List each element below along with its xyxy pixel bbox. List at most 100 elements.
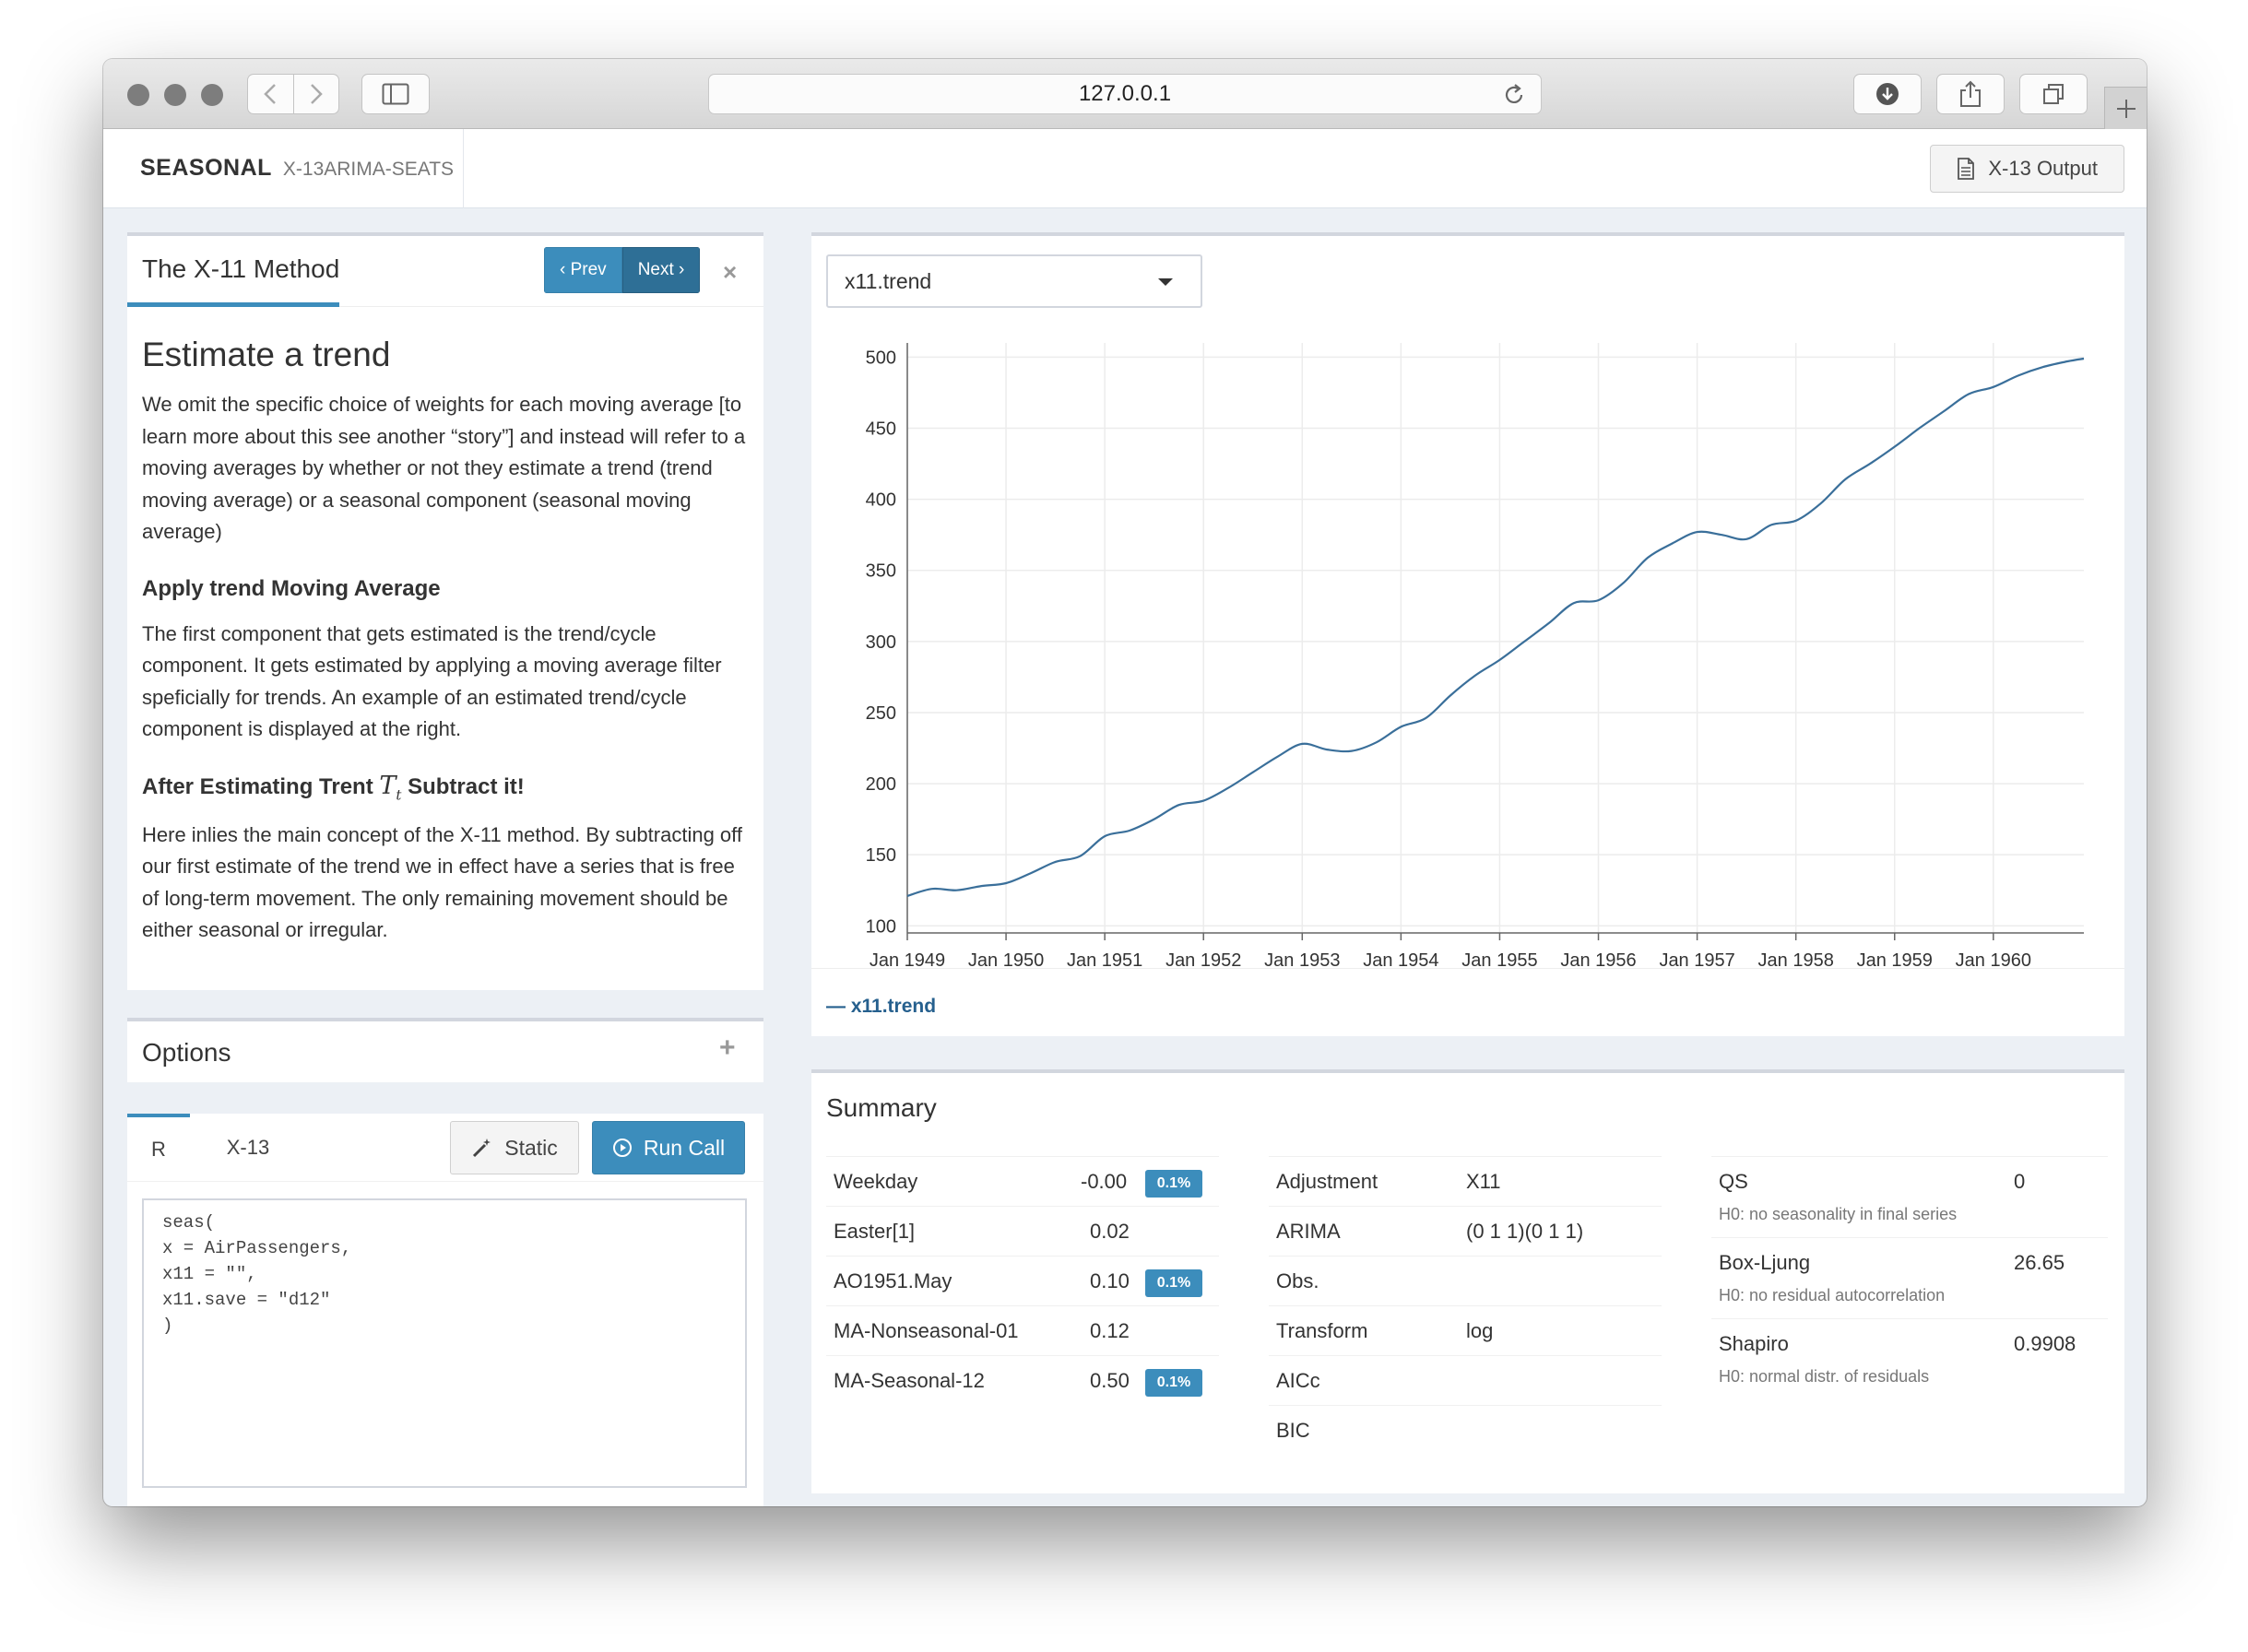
table-row: Box-Ljung 26.65 H0: no residual autocorr… bbox=[1711, 1237, 2108, 1318]
trend-math-subscript: t bbox=[396, 785, 402, 803]
prev-button[interactable]: ‹ Prev bbox=[544, 247, 622, 293]
chart-box: x11.trend 100 150 200 250 300 350 400 450 500 Ja… bbox=[811, 232, 2124, 1036]
model-label: ARIMA bbox=[1276, 1220, 1341, 1243]
test-label: QS bbox=[1719, 1170, 1748, 1193]
x-tick-label: Jan 1951 bbox=[1067, 950, 1142, 970]
test-note: H0: no seasonality in final series bbox=[1719, 1205, 1958, 1223]
story-heading: Estimate a trend bbox=[142, 336, 391, 373]
back-icon[interactable] bbox=[248, 75, 293, 113]
y-tick-label: 500 bbox=[866, 348, 896, 368]
table-row: Adjustment X11 bbox=[1269, 1156, 1662, 1206]
test-label: Shapiro bbox=[1719, 1332, 1789, 1355]
close-window-button[interactable] bbox=[127, 84, 149, 106]
options-title: Options bbox=[142, 1038, 231, 1067]
run-call-button[interactable]: Run Call bbox=[592, 1121, 745, 1174]
expand-icon[interactable]: + bbox=[719, 1032, 736, 1063]
y-tick-labels: 100 150 200 250 300 350 400 450 500 bbox=[866, 348, 896, 937]
app-header: SEASONAL X-13ARIMA-SEATS X-13 Output bbox=[103, 129, 2147, 208]
table-row: MA-Seasonal-12 0.50 0.1% bbox=[826, 1355, 1219, 1405]
tab-r[interactable]: R bbox=[127, 1114, 190, 1182]
summary-title: Summary bbox=[826, 1093, 937, 1122]
story-pager: ‹ Prev Next › bbox=[544, 247, 701, 293]
summary-box: Summary Weekday -0.00 0.1% Easter[1] 0.0… bbox=[811, 1069, 2124, 1493]
story-paragraph-3: Here inlies the main concept of the X-11… bbox=[142, 822, 742, 942]
call-tabs: R X-13 Static Run Call bbox=[127, 1114, 763, 1182]
minimize-window-button[interactable] bbox=[164, 84, 186, 106]
coef-value: -0.00 bbox=[1081, 1170, 1128, 1193]
chart-axes bbox=[906, 343, 2084, 940]
legend-rule bbox=[811, 968, 2124, 969]
coefficients-table: Weekday -0.00 0.1% Easter[1] 0.02 AO1951… bbox=[826, 1156, 1219, 1405]
coef-label: MA-Seasonal-12 bbox=[834, 1369, 985, 1392]
chart-grid bbox=[906, 343, 2084, 933]
tests-table: QS 0 H0: no seasonality in final series … bbox=[1711, 1156, 2108, 1399]
zoom-window-button[interactable] bbox=[201, 84, 223, 106]
story-title-underline bbox=[127, 302, 339, 307]
share-icon[interactable] bbox=[1936, 74, 2005, 114]
story-subheading-1: Apply trend Moving Average bbox=[142, 575, 441, 601]
test-value: 0.9908 bbox=[2014, 1332, 2076, 1355]
test-note: H0: no residual autocorrelation bbox=[1719, 1286, 1946, 1304]
coef-label: Weekday bbox=[834, 1170, 918, 1193]
y-tick-label: 200 bbox=[866, 774, 896, 795]
browser-window: 127.0.0.1 SEASONAL X-13ARIMA-SEATS X-13 … bbox=[103, 59, 2147, 1506]
story-paragraph-1: We omit the specific choice of weights f… bbox=[142, 393, 746, 543]
brand-subtitle: X-13ARIMA-SEATS bbox=[282, 159, 455, 180]
test-note: H0: normal distr. of residuals bbox=[1719, 1367, 1930, 1386]
y-tick-label: 450 bbox=[866, 419, 896, 440]
table-row: AO1951.May 0.10 0.1% bbox=[826, 1256, 1219, 1305]
document-icon bbox=[1958, 158, 1975, 180]
table-row: BIC bbox=[1269, 1405, 1662, 1455]
address-bar[interactable]: 127.0.0.1 bbox=[708, 74, 1542, 114]
history-nav bbox=[247, 74, 339, 114]
y-tick-label: 100 bbox=[866, 916, 896, 937]
test-label: Box-Ljung bbox=[1719, 1251, 1811, 1274]
model-label: BIC bbox=[1276, 1419, 1310, 1442]
tabs-icon[interactable] bbox=[2019, 74, 2088, 114]
brand-name: SEASONAL bbox=[140, 155, 272, 181]
x-tick-label: Jan 1958 bbox=[1758, 950, 1834, 970]
x13-output-label: X-13 Output bbox=[1988, 157, 2098, 180]
new-tab-icon[interactable] bbox=[2104, 87, 2147, 129]
model-table: Adjustment X11 ARIMA (0 1 1)(0 1 1) Obs.… bbox=[1269, 1156, 1662, 1455]
series-select[interactable]: x11.trend bbox=[826, 254, 1202, 308]
model-value: log bbox=[1466, 1319, 1494, 1342]
coef-label: AO1951.May bbox=[834, 1269, 952, 1292]
forward-icon[interactable] bbox=[292, 75, 338, 113]
url-text: 127.0.0.1 bbox=[1078, 81, 1172, 106]
story-subheading-2-post: Subtract it! bbox=[408, 773, 525, 799]
table-row: Transform log bbox=[1269, 1305, 1662, 1355]
header-divider bbox=[463, 129, 464, 208]
reload-icon[interactable] bbox=[1502, 83, 1526, 113]
series-select-value: x11.trend bbox=[845, 268, 932, 293]
model-label: AICc bbox=[1276, 1369, 1320, 1392]
test-value: 0 bbox=[2014, 1170, 2026, 1193]
close-icon[interactable]: × bbox=[723, 258, 738, 286]
chart-legend[interactable]: — x11.trend bbox=[826, 996, 937, 1017]
series-line-x11-trend bbox=[906, 357, 2085, 897]
tab-x13[interactable]: X-13 bbox=[226, 1136, 270, 1159]
trend-math-letter: T bbox=[379, 771, 396, 800]
coef-value: 0.50 bbox=[1090, 1369, 1130, 1392]
coef-label: MA-Nonseasonal-01 bbox=[834, 1319, 1019, 1342]
sidebar-icon[interactable] bbox=[361, 74, 430, 114]
code-editor[interactable]: seas( x = AirPassengers, x11 = "", x11.s… bbox=[142, 1198, 747, 1488]
coef-label: Easter[1] bbox=[834, 1220, 916, 1243]
x-tick-label: Jan 1957 bbox=[1659, 950, 1734, 970]
call-box: R X-13 Static Run Call seas( x = AirPass… bbox=[127, 1114, 763, 1506]
table-row: MA-Nonseasonal-01 0.12 bbox=[826, 1305, 1219, 1355]
run-call-label: Run Call bbox=[643, 1135, 726, 1160]
x13-output-button[interactable]: X-13 Output bbox=[1930, 145, 2124, 193]
next-button[interactable]: Next › bbox=[621, 247, 701, 293]
x-tick-label: Jan 1955 bbox=[1461, 950, 1537, 970]
model-label: Adjustment bbox=[1276, 1170, 1378, 1193]
magic-wand-icon bbox=[473, 1139, 491, 1158]
test-value: 26.65 bbox=[2014, 1251, 2065, 1274]
story-body: Estimate a trend We omit the specific ch… bbox=[142, 336, 751, 947]
download-icon[interactable] bbox=[1853, 74, 1922, 114]
options-box: Options + bbox=[127, 1018, 763, 1082]
static-button[interactable]: Static bbox=[450, 1121, 579, 1174]
significance-badge: 0.1% bbox=[1145, 1369, 1202, 1397]
model-value: (0 1 1)(0 1 1) bbox=[1466, 1220, 1584, 1243]
y-tick-label: 250 bbox=[866, 703, 896, 724]
